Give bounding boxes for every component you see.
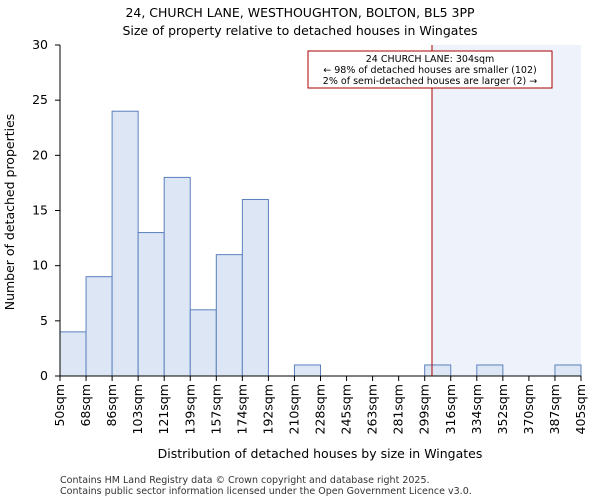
y-tick-label: 0 bbox=[40, 368, 48, 383]
x-tick-label: 86sqm bbox=[104, 384, 119, 427]
bar-121sqm bbox=[163, 176, 191, 377]
bars-group bbox=[59, 110, 582, 377]
y-tick-label: 25 bbox=[32, 92, 48, 107]
bar-86sqm bbox=[111, 110, 139, 377]
bar-387sqm bbox=[554, 364, 582, 377]
x-tick-label: 121sqm bbox=[156, 384, 171, 434]
x-tick-label: 68sqm bbox=[78, 384, 93, 427]
y-axis-label: Number of detached properties bbox=[2, 114, 17, 311]
x-tick-label: 245sqm bbox=[339, 384, 354, 434]
annotation-line-1: 24 CHURCH LANE: 304sqm bbox=[366, 54, 494, 65]
y-tick-label: 15 bbox=[32, 203, 48, 218]
x-tick-label: 387sqm bbox=[547, 384, 562, 434]
annotation-box-border bbox=[307, 50, 553, 89]
x-tick-label: 103sqm bbox=[130, 384, 145, 434]
bar-50sqm bbox=[59, 331, 87, 377]
x-tick-label: 370sqm bbox=[521, 384, 536, 434]
chart-subtitle: Size of property relative to detached ho… bbox=[122, 23, 477, 38]
x-tick-label: 281sqm bbox=[391, 384, 406, 434]
y-tick-label: 10 bbox=[32, 258, 48, 273]
x-axis: 50sqm 68sqm 86sqm 103sqm 121sqm 139sqm 157sqm 1… bbox=[52, 375, 588, 461]
x-tick-label: 228sqm bbox=[313, 384, 328, 434]
bar-68sqm bbox=[85, 276, 113, 377]
x-tick-label: 157sqm bbox=[208, 384, 223, 434]
y-tick-label: 30 bbox=[32, 37, 48, 52]
x-tick-label: 192sqm bbox=[260, 384, 275, 434]
x-ticks: 50sqm 68sqm 86sqm 103sqm 121sqm 139sqm 157sqm 1… bbox=[52, 376, 588, 434]
y-tick-label: 20 bbox=[32, 147, 48, 162]
bar-103sqm bbox=[137, 232, 165, 377]
x-tick-label: 139sqm bbox=[182, 384, 197, 434]
x-tick-label: 334sqm bbox=[469, 384, 484, 434]
bar-157sqm bbox=[215, 254, 243, 377]
footer-line-2: Contains public sector information licen… bbox=[60, 486, 472, 497]
bar-174sqm bbox=[241, 198, 269, 377]
annotation-line-2: ← 98% of detached houses are smaller (10… bbox=[323, 65, 536, 76]
bar-210sqm bbox=[293, 364, 322, 377]
y-tick-label: 5 bbox=[40, 313, 48, 328]
annotation-line-3: 2% of semi-detached houses are larger (2… bbox=[323, 76, 537, 87]
bar-299sqm bbox=[424, 364, 452, 377]
chart-title: 24, CHURCH LANE, WESTHOUGHTON, BOLTON, B… bbox=[125, 5, 475, 20]
x-tick-label: 174sqm bbox=[234, 384, 249, 434]
annotation-box: 24 CHURCH LANE: 304sqm ← 98% of detached… bbox=[307, 50, 553, 89]
x-tick-label: 299sqm bbox=[417, 384, 432, 434]
highlight-region bbox=[431, 45, 581, 376]
y-ticks: 0 5 10 15 20 25 30 bbox=[32, 37, 60, 383]
x-tick-label: 210sqm bbox=[286, 384, 301, 434]
x-tick-label: 352sqm bbox=[495, 384, 510, 434]
x-tick-label: 263sqm bbox=[365, 384, 380, 434]
x-axis-label: Distribution of detached houses by size … bbox=[158, 446, 483, 461]
x-tick-label: 405sqm bbox=[573, 384, 588, 434]
x-tick-label: 316sqm bbox=[443, 384, 458, 434]
x-tick-label: 50sqm bbox=[52, 384, 67, 427]
bar-139sqm bbox=[189, 309, 217, 377]
footer-line-1: Contains HM Land Registry data © Crown c… bbox=[60, 475, 430, 486]
y-axis: 0 5 10 15 20 25 30 Number of detached properti… bbox=[2, 37, 61, 383]
bar-334sqm bbox=[476, 364, 504, 377]
